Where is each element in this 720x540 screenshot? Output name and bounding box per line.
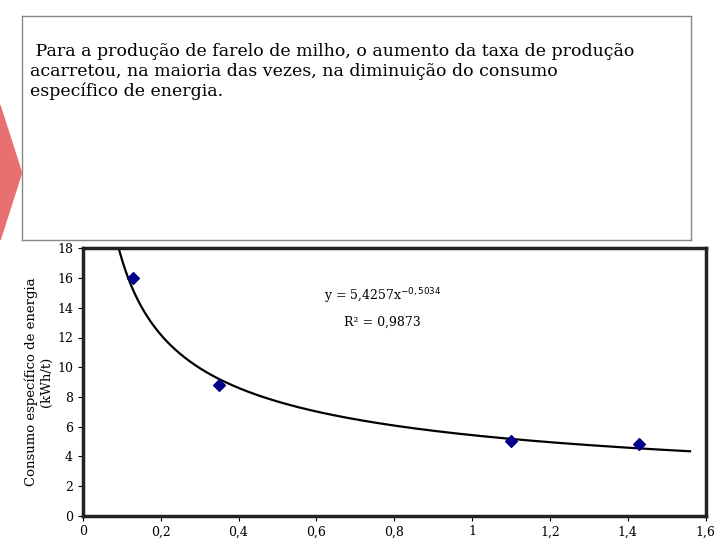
Text: R² = 0,9873: R² = 0,9873 <box>343 315 420 329</box>
Text: Para a produção de farelo de milho, o aumento da taxa de produção
acarretou, na : Para a produção de farelo de milho, o au… <box>30 43 634 100</box>
Point <box>213 381 225 389</box>
Text: y = 5,4257x$^{-0,5034}$: y = 5,4257x$^{-0,5034}$ <box>324 287 441 306</box>
Point <box>634 440 645 449</box>
Y-axis label: Consumo específico de energia
(kWh/t): Consumo específico de energia (kWh/t) <box>24 278 53 487</box>
Point <box>505 437 517 446</box>
Point <box>127 274 139 282</box>
Polygon shape <box>0 105 22 240</box>
